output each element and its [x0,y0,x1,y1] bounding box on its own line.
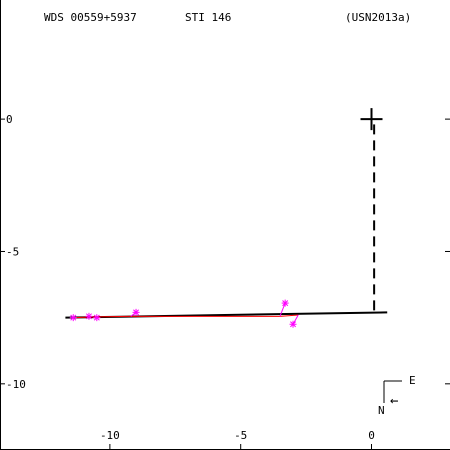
primary-star-marker [360,108,383,131]
observation-point [85,312,93,320]
obs-stroke [282,300,289,307]
compass-arrow-icon: ← [390,393,398,409]
observation-point [132,308,140,316]
residual-line [279,302,286,317]
orbit-lines [65,124,388,319]
obs-stroke [70,314,77,321]
observation-point [289,320,297,328]
fitted-path [73,314,299,319]
x-tick-label: -10 [100,429,120,442]
wds-id-label: WDS 00559+5937 [44,11,137,24]
observation-points [69,299,297,328]
obs-stroke [93,314,100,321]
obs-stroke [290,321,297,328]
obs-stroke [85,313,92,320]
reference-label: (USN2013a) [345,11,411,24]
obs-stroke [133,309,140,316]
x-tick-labels: -10 -5 0 [100,429,375,442]
compass: E N ← [378,374,416,417]
x-tick-label: -5 [234,429,247,442]
y-tick-labels: 0 -5 -10 [6,113,26,391]
discoverer-label: STI 146 [185,11,231,24]
y-tick-label: -10 [6,378,26,391]
y-tick-label: 0 [6,113,13,126]
observation-point [69,314,77,322]
observation-point [93,314,101,322]
compass-north-label: N [378,404,385,417]
axis-ticks [0,118,450,449]
observation-point [281,299,289,307]
y-tick-label: -5 [6,245,19,258]
x-tick-label: 0 [368,429,375,442]
compass-east-label: E [409,374,416,387]
